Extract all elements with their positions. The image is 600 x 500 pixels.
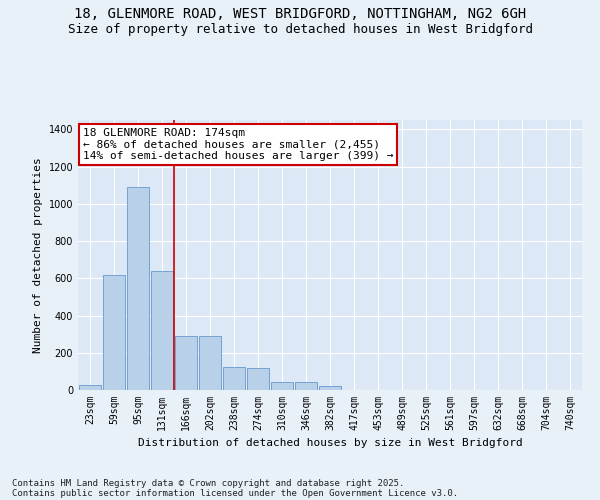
Bar <box>79 386 101 390</box>
Bar <box>247 368 269 390</box>
Text: 18 GLENMORE ROAD: 174sqm
← 86% of detached houses are smaller (2,455)
14% of sem: 18 GLENMORE ROAD: 174sqm ← 86% of detach… <box>83 128 394 162</box>
Bar <box>175 336 197 390</box>
Text: 18, GLENMORE ROAD, WEST BRIDGFORD, NOTTINGHAM, NG2 6GH: 18, GLENMORE ROAD, WEST BRIDGFORD, NOTTI… <box>74 8 526 22</box>
Bar <box>199 336 221 390</box>
Text: Contains public sector information licensed under the Open Government Licence v3: Contains public sector information licen… <box>12 488 458 498</box>
Bar <box>151 271 173 390</box>
Y-axis label: Number of detached properties: Number of detached properties <box>33 157 43 353</box>
X-axis label: Distribution of detached houses by size in West Bridgford: Distribution of detached houses by size … <box>137 438 523 448</box>
Text: Contains HM Land Registry data © Crown copyright and database right 2025.: Contains HM Land Registry data © Crown c… <box>12 478 404 488</box>
Bar <box>319 386 341 390</box>
Text: Size of property relative to detached houses in West Bridgford: Size of property relative to detached ho… <box>67 22 533 36</box>
Bar <box>295 382 317 390</box>
Bar <box>127 187 149 390</box>
Bar <box>223 366 245 390</box>
Bar <box>103 274 125 390</box>
Bar <box>271 382 293 390</box>
